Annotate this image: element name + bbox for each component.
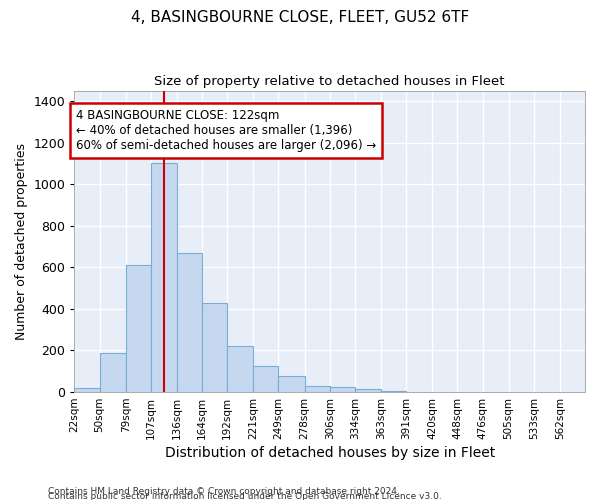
Bar: [278, 376, 305, 392]
X-axis label: Distribution of detached houses by size in Fleet: Distribution of detached houses by size …: [164, 446, 495, 460]
Text: 4, BASINGBOURNE CLOSE, FLEET, GU52 6TF: 4, BASINGBOURNE CLOSE, FLEET, GU52 6TF: [131, 10, 469, 25]
Bar: [151, 164, 177, 392]
Bar: [330, 387, 355, 392]
Bar: [125, 265, 151, 392]
Y-axis label: Number of detached properties: Number of detached properties: [15, 143, 28, 340]
Bar: [305, 386, 330, 392]
Bar: [355, 389, 381, 392]
Text: 4 BASINGBOURNE CLOSE: 122sqm
← 40% of detached houses are smaller (1,396)
60% of: 4 BASINGBOURNE CLOSE: 122sqm ← 40% of de…: [76, 110, 377, 152]
Bar: [381, 391, 406, 392]
Bar: [74, 388, 100, 392]
Text: Contains HM Land Registry data © Crown copyright and database right 2024.: Contains HM Land Registry data © Crown c…: [48, 486, 400, 496]
Bar: [227, 346, 253, 392]
Bar: [253, 366, 278, 392]
Bar: [202, 302, 227, 392]
Bar: [177, 252, 202, 392]
Title: Size of property relative to detached houses in Fleet: Size of property relative to detached ho…: [154, 75, 505, 88]
Bar: [100, 352, 125, 392]
Text: Contains public sector information licensed under the Open Government Licence v3: Contains public sector information licen…: [48, 492, 442, 500]
